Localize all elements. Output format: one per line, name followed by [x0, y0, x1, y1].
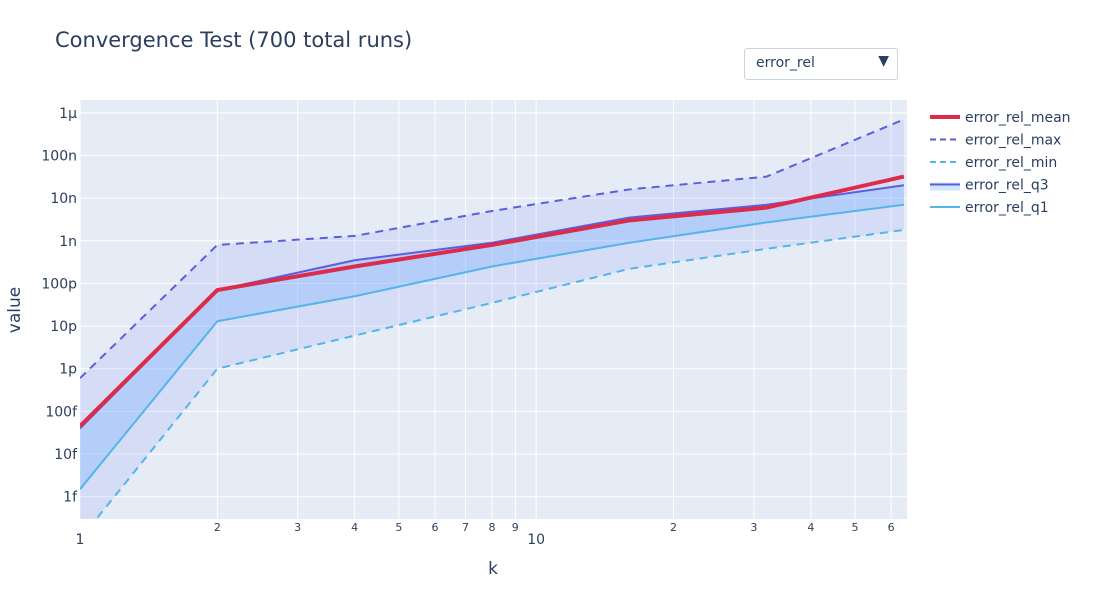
chart-title: Convergence Test (700 total runs) — [55, 28, 413, 52]
x-axis-ticks: 1 10 2 3 4 5 6 7 8 9 2 3 4 5 6 — [76, 521, 895, 548]
y-tick-label: 10n — [50, 191, 77, 207]
legend-label-error-rel-q3: error_rel_q3 — [965, 178, 1049, 194]
x-tick-label-minor: 7 — [462, 521, 469, 534]
y-tick-label: 1f — [63, 490, 78, 506]
y-tick-label: 1μ — [59, 106, 77, 122]
y-axis-ticks: 1f 10f 100f 1p 10p 100p 1n 10n 100n 1μ — [41, 106, 78, 506]
x-tick-label-minor: 2 — [214, 521, 221, 534]
x-tick-label-minor: 6 — [431, 521, 438, 534]
y-tick-label: 100f — [45, 404, 78, 420]
triangle-down-icon: ▼ — [878, 53, 889, 69]
x-tick-label-minor: 9 — [512, 521, 519, 534]
x-tick-label-minor: 2 — [670, 521, 677, 534]
x-tick-label-major: 10 — [527, 532, 545, 548]
x-tick-label-minor: 3 — [294, 521, 301, 534]
y-tick-label: 1p — [59, 362, 77, 378]
grid-lines — [79, 100, 907, 519]
y-tick-label: 100n — [41, 148, 77, 164]
series-lines — [80, 118, 905, 519]
x-tick-label-minor: 4 — [807, 521, 814, 534]
dropdown-selected-label: error_rel — [756, 55, 815, 71]
y-axis-label: value — [5, 287, 25, 333]
legend: error_rel_mean error_rel_max error_rel_min… — [930, 110, 1071, 216]
series-line-error-rel-mean — [80, 174, 905, 428]
x-axis-label: k — [488, 559, 498, 579]
x-tick-label-minor: 6 — [888, 521, 895, 534]
x-tick-label-minor: 4 — [351, 521, 358, 534]
legend-label-error-rel-mean: error_rel_mean — [965, 110, 1071, 126]
metric-dropdown[interactable]: error_rel ▼ — [744, 48, 898, 80]
x-tick-label-minor: 5 — [395, 521, 402, 534]
legend-swatch-fill-error-rel-q3 — [930, 182, 960, 191]
y-tick-label: 10p — [50, 319, 77, 335]
plot-area — [80, 100, 907, 519]
legend-label-error-rel-max: error_rel_max — [965, 133, 1061, 149]
series-line-error-rel-q1 — [80, 203, 905, 490]
y-tick-label: 10f — [54, 447, 78, 463]
y-tick-label: 100p — [41, 276, 77, 292]
y-tick-label: 1n — [59, 234, 77, 250]
x-tick-label-minor: 8 — [488, 521, 495, 534]
series-line-error-rel-max — [80, 118, 905, 379]
x-tick-label-minor: 5 — [852, 521, 859, 534]
x-tick-label-major: 1 — [76, 532, 85, 548]
legend-label-error-rel-min: error_rel_min — [965, 155, 1057, 171]
band-min-max — [80, 119, 904, 519]
legend-label-error-rel-q1: error_rel_q1 — [965, 200, 1049, 216]
x-tick-label-minor: 3 — [750, 521, 757, 534]
